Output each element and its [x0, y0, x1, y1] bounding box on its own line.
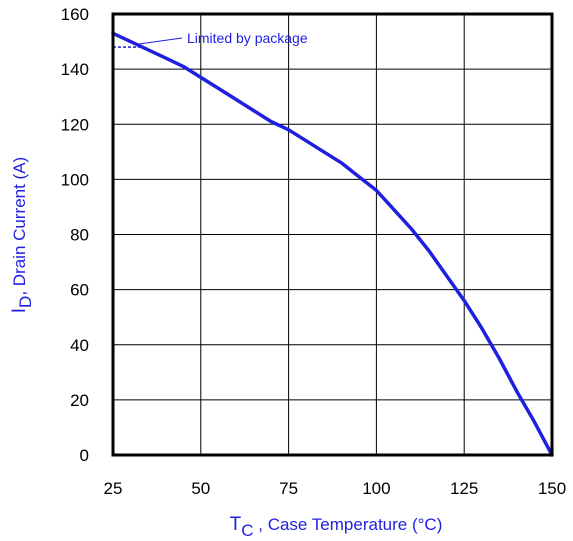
package-limit-leader [138, 37, 183, 45]
y-tick-labels: 0 20 40 60 80 100 120 140 160 [61, 5, 89, 465]
series-group [111, 31, 554, 457]
y-tick-label-4: 80 [70, 226, 89, 245]
plot-frame [111, 12, 554, 457]
grid-lines [113, 14, 552, 455]
x-tick-label-2: 75 [279, 479, 298, 498]
y-tick-label-0: 0 [80, 446, 89, 465]
x-tick-label-1: 50 [191, 479, 210, 498]
y-tick-label-7: 140 [61, 60, 89, 79]
series-line-0 [111, 31, 554, 457]
y-axis-title: ID, Drain Current (A) [9, 157, 35, 313]
x-tick-label-4: 125 [450, 479, 478, 498]
y-tick-label-1: 20 [70, 391, 89, 410]
x-tick-label-0: 25 [104, 479, 123, 498]
y-tick-label-6: 120 [61, 115, 89, 134]
x-tick-label-5: 150 [538, 479, 566, 498]
x-tick-label-3: 100 [362, 479, 390, 498]
y-tick-label-3: 60 [70, 281, 89, 300]
y-tick-label-5: 100 [61, 170, 89, 189]
y-tick-label-2: 40 [70, 336, 89, 355]
package-limit-label: Limited by package [187, 30, 308, 46]
x-tick-labels: 25 50 75 100 125 150 [104, 479, 567, 498]
x-axis-title: TC , Case Temperature (°C) [230, 514, 443, 540]
y-tick-label-8: 160 [61, 5, 89, 24]
package-limit-annotation: Limited by package [113, 30, 308, 48]
